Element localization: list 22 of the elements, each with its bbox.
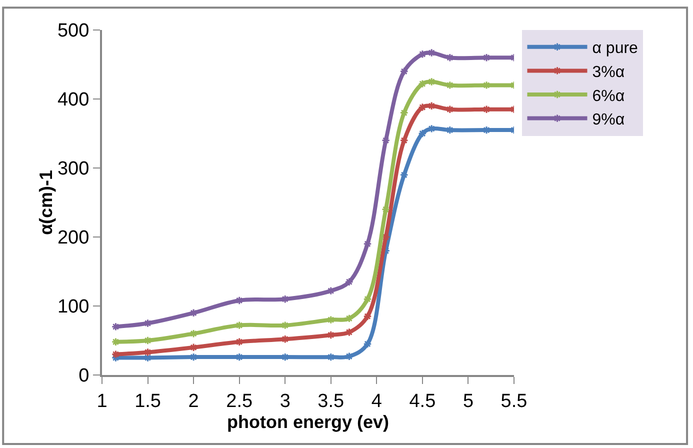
legend-label: α pure	[592, 40, 638, 58]
legend-label: 9%α	[592, 112, 625, 129]
x-tick-label: 4	[371, 390, 382, 412]
x-tick-label: 2	[188, 390, 199, 412]
x-tick-label: 2.5	[226, 390, 253, 412]
x-tick-label: 3	[280, 390, 290, 412]
y-tick-label: 100	[57, 296, 90, 318]
y-tick-label: 0	[78, 366, 90, 387]
y-tick-label: 500	[57, 20, 90, 42]
x-axis-title: photon energy (ev)	[226, 412, 390, 432]
legend-label: 3%α	[592, 64, 625, 81]
y-tick-label: 400	[57, 90, 90, 111]
y-tick-label: 200	[57, 228, 90, 249]
x-tick-label: 1	[96, 390, 108, 412]
y-tick-label: 300	[57, 158, 90, 180]
x-tick-label: 5.5	[500, 390, 528, 412]
legend-label: 6%α	[592, 88, 625, 105]
x-tick-label: 5	[462, 390, 474, 412]
y-axis-title: α(cm)-1	[36, 170, 56, 236]
x-tick-label: 4.5	[409, 390, 436, 412]
x-tick-label: 1.5	[134, 390, 161, 412]
x-tick-label: 3.5	[318, 390, 344, 412]
